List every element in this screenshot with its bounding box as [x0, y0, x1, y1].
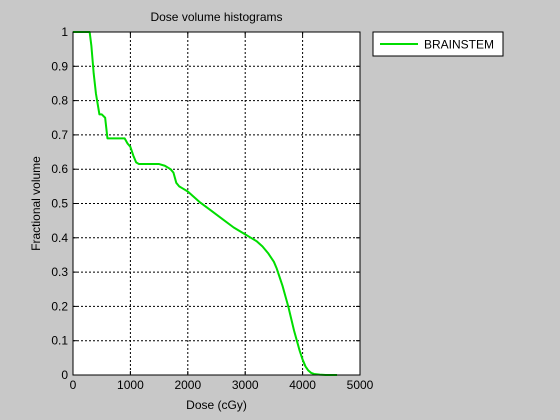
y-tick-label: 1 [61, 25, 68, 39]
x-tick-label: 1000 [117, 378, 144, 392]
x-tick-label: 3000 [232, 378, 259, 392]
series-line-brainstem [73, 31, 338, 376]
y-tick-label: 0.1 [51, 334, 68, 348]
x-tick-label: 2000 [174, 378, 201, 392]
axis-ticks [72, 31, 361, 376]
y-tick-label: 0.5 [51, 197, 68, 211]
y-axis-title: Fractional volume [29, 156, 43, 251]
legend-label-brainstem: BRAINSTEM [424, 38, 494, 52]
y-tick-label: 0.2 [51, 299, 68, 313]
x-tick-label: 5000 [347, 378, 374, 392]
chart-title: Dose volume histograms [150, 10, 282, 24]
y-tick-label: 0 [61, 368, 68, 382]
y-tick-label: 0.9 [51, 59, 68, 73]
y-tick-label: 0.4 [51, 231, 68, 245]
y-tick-label: 0.7 [51, 128, 68, 142]
axis-tick-labels: 0 1000 2000 3000 4000 5000 0 0.1 0.2 0.3 0.4 0.5 0.6… [51, 25, 373, 392]
x-axis-title: Dose (cGy) [186, 398, 247, 412]
x-tick-label: 4000 [289, 378, 316, 392]
y-tick-label: 0.3 [51, 265, 68, 279]
legend: BRAINSTEM [372, 31, 504, 57]
y-tick-label: 0.8 [51, 94, 68, 108]
plot-area [73, 32, 360, 375]
y-tick-label: 0.6 [51, 162, 68, 176]
x-tick-label: 0 [70, 378, 77, 392]
grid [73, 32, 360, 375]
